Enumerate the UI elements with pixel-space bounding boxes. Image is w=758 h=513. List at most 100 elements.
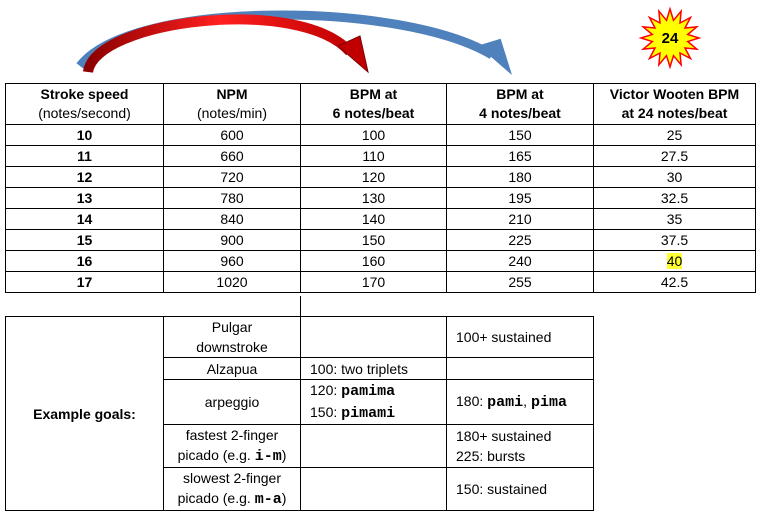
- code-text: m-a: [254, 491, 282, 508]
- text-line: 100: two triplets: [310, 359, 442, 379]
- text-line: 225: bursts: [456, 446, 589, 466]
- text: 150: sustained: [456, 481, 548, 497]
- text-line: 180+ sustained: [456, 426, 589, 446]
- cell-value: 27.5: [660, 147, 689, 164]
- data-row: 13 780 130 195 32.5: [5, 187, 756, 209]
- speed-table: Stroke speed (notes/second) NPM (notes/min)…: [5, 83, 756, 293]
- text: ): [281, 447, 287, 463]
- text-line: downstroke: [168, 337, 296, 357]
- data-cell: 25: [593, 124, 756, 146]
- text: picado (e.g.: [177, 447, 255, 463]
- text: at 24 notes/beat: [621, 105, 728, 121]
- text: 6 notes/beat: [332, 105, 415, 121]
- cell-value: 150: [508, 126, 532, 143]
- decoration: 24: [76, 6, 702, 76]
- data-cell: 13: [5, 187, 164, 209]
- data-cell: 30: [593, 166, 756, 188]
- cell-value: 100: [361, 126, 386, 143]
- text-line: arpeggio: [168, 392, 296, 412]
- cell-value: 255: [508, 273, 532, 290]
- cell-value: 32.5: [660, 189, 689, 206]
- goals-label: Example goals:: [5, 316, 164, 511]
- cell-value: 40: [666, 252, 683, 269]
- text: downstroke: [196, 339, 268, 355]
- text: 180+ sustained: [456, 428, 552, 444]
- text-line: (notes/second): [10, 104, 159, 123]
- text-line: fastest 2-finger: [168, 425, 296, 445]
- text-line: slowest 2-finger: [168, 468, 296, 488]
- data-cell: 120: [300, 166, 447, 188]
- cell-value: 42.5: [660, 273, 689, 290]
- code-text: pima: [530, 394, 567, 411]
- text: 4 notes/beat: [479, 105, 561, 121]
- technique-cell: fastest 2-finger picado (e.g. i-m): [163, 424, 301, 468]
- cell-value: 30: [666, 168, 683, 185]
- bpm6-cell: [300, 467, 447, 511]
- text: ,: [523, 393, 531, 409]
- code-text: pamima: [341, 383, 396, 400]
- text-line: 6 notes/beat: [305, 104, 442, 123]
- data-cell: 180: [446, 166, 594, 188]
- text-line: at 24 notes/beat: [598, 104, 751, 123]
- cell-value: 12: [76, 168, 93, 185]
- data-cell: 225: [446, 229, 594, 251]
- data-cell: 16: [5, 250, 164, 272]
- text: 180:: [456, 393, 488, 409]
- bpm6-cell: [300, 424, 447, 468]
- data-row: 17 1020 170 255 42.5: [5, 271, 756, 293]
- data-cell: 780: [163, 187, 301, 209]
- text: 100: two triplets: [310, 360, 409, 377]
- text-line: Victor Wooten BPM: [598, 85, 751, 104]
- text-line: BPM at: [451, 85, 589, 104]
- data-row: 15 900 150 225 37.5: [5, 229, 756, 251]
- text-line: NPM: [168, 85, 296, 104]
- data-cell: 600: [163, 124, 301, 146]
- data-cell: 130: [300, 187, 447, 209]
- goals-table: Example goals: Pulgar downstroke 100+ susta…: [5, 316, 594, 511]
- text: 100+ sustained: [456, 329, 552, 345]
- data-cell: 160: [300, 250, 447, 272]
- cell-value: 900: [220, 231, 244, 248]
- cell-value: 225: [508, 231, 532, 248]
- code-text: pimami: [341, 405, 396, 422]
- cell-value: 130: [361, 189, 386, 206]
- data-cell: 42.5: [593, 271, 756, 293]
- data-row: 12 720 120 180 30: [5, 166, 756, 188]
- text-line: 150: sustained: [456, 479, 589, 499]
- text: Alzapua: [206, 360, 258, 377]
- text: fastest 2-finger: [185, 427, 279, 443]
- technique-cell: Alzapua: [163, 357, 301, 380]
- text-line: 120: pamima: [310, 380, 442, 402]
- cell-value: 960: [220, 252, 244, 269]
- header-row: Stroke speed (notes/second) NPM (notes/min)…: [5, 83, 756, 125]
- cell-value: 160: [361, 252, 386, 269]
- gap-border: [300, 296, 301, 316]
- data-cell: 14: [5, 208, 164, 230]
- data-cell: 12: [5, 166, 164, 188]
- red-arrow: [83, 14, 354, 74]
- header-cell: NPM (notes/min): [163, 83, 301, 125]
- data-cell: 255: [446, 271, 594, 293]
- data-row: 11 660 110 165 27.5: [5, 145, 756, 167]
- text: 120:: [310, 382, 342, 398]
- data-cell: 240: [446, 250, 594, 272]
- text-line: Stroke speed: [10, 85, 159, 104]
- cell-value: 14: [76, 210, 93, 227]
- cell-value: 720: [220, 168, 244, 185]
- data-cell: 140: [300, 208, 447, 230]
- bpm4-cell: 180+ sustained 225: bursts: [446, 424, 594, 468]
- cell-value: 150: [361, 231, 386, 248]
- cell-value: 15: [76, 231, 93, 248]
- goal-row: fastest 2-finger picado (e.g. i-m) 180+ su…: [6, 424, 594, 468]
- data-cell: 1020: [163, 271, 301, 293]
- data-cell: 210: [446, 208, 594, 230]
- starburst: [638, 6, 702, 70]
- data-cell: 960: [163, 250, 301, 272]
- text-line: 100+ sustained: [456, 327, 589, 347]
- bpm4-cell: 180: pami, pima: [446, 379, 594, 425]
- text-line: Pulgar: [168, 317, 296, 337]
- cell-value: 660: [220, 147, 244, 164]
- bpm4-cell: [446, 357, 594, 380]
- text-line: picado (e.g. i-m): [168, 445, 296, 467]
